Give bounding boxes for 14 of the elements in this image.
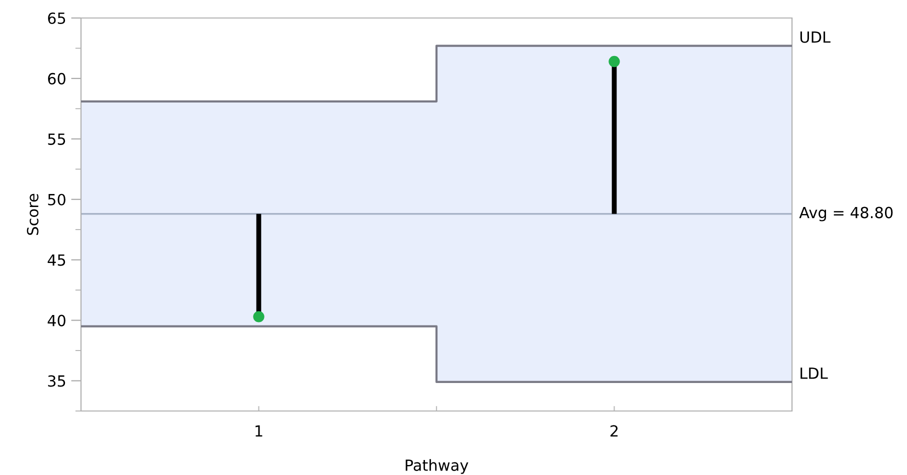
- y-tick-label: 65: [48, 12, 66, 24]
- y-tick-label: 55: [48, 134, 66, 145]
- y-tick-label: 50: [48, 194, 66, 206]
- y-tick-label: 40: [48, 314, 66, 326]
- y-tick-label: 60: [48, 72, 66, 84]
- x-tick-label: 2: [610, 425, 618, 436]
- y-tick-label: 35: [48, 375, 66, 387]
- x-axis-title: Pathway: [406, 459, 468, 474]
- series-label: LDL: [800, 368, 828, 379]
- ref-line-label: Avg = 48.80: [799, 206, 893, 222]
- y-tick-label: 45: [48, 254, 66, 266]
- y-axis-title: Score: [26, 194, 38, 235]
- x-tick-label: 1: [256, 425, 262, 436]
- series-label: UDL: [800, 31, 830, 43]
